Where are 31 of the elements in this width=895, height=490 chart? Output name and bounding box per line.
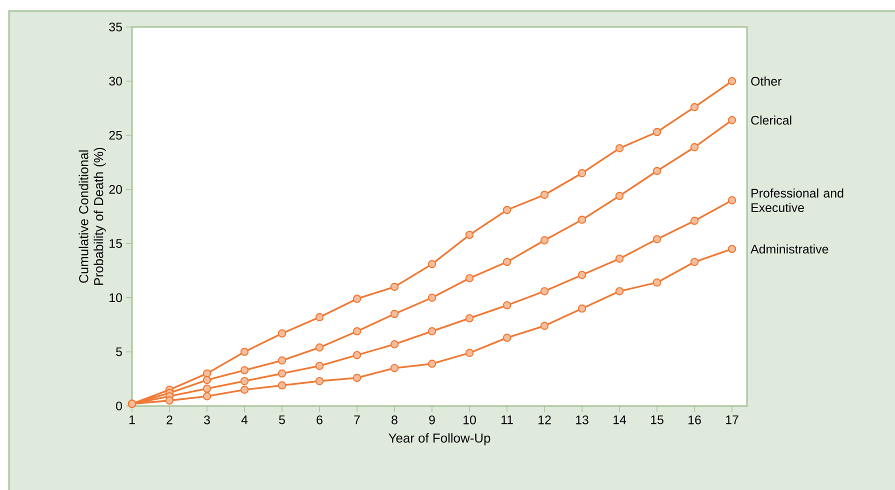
x-tick-label: 10 (464, 416, 476, 424)
x-tick-label: 11 (502, 416, 513, 424)
y-tick-label: 35 (109, 22, 122, 32)
x-tick-label: 8 (392, 416, 398, 424)
y-tick-label: 10 (110, 293, 122, 302)
series-label: Other (751, 76, 782, 86)
series-label: Professional and Executive (752, 188, 844, 212)
x-tick-label: 2 (166, 416, 172, 424)
x-tick-label: 13 (576, 416, 588, 424)
y-tick-label: 0 (116, 402, 122, 410)
x-tick-label: 3 (204, 416, 210, 424)
y-tick-label: 20 (109, 185, 122, 194)
x-tick-label: 7 (354, 416, 360, 424)
x-tick-label: 15 (651, 416, 664, 424)
series-label: Administrative (750, 244, 828, 254)
x-tick-label: 17 (726, 416, 738, 424)
y-tick-label: 15 (110, 239, 122, 248)
x-tick-label: 16 (688, 416, 701, 424)
x-tick-label: 5 (279, 416, 285, 424)
x-tick-label: 1 (130, 416, 135, 424)
y-tick-label: 30 (109, 76, 122, 86)
x-tick-label: 12 (538, 416, 551, 424)
x-tick-label: 6 (316, 416, 322, 424)
x-tick-label: 4 (241, 416, 248, 424)
series-label: Clerical (751, 116, 792, 125)
x-tick-label: 9 (429, 416, 435, 424)
x-axis-title: Year of Follow-Up (388, 433, 490, 446)
y-tick-label: 25 (109, 130, 122, 140)
y-axis-title: Cumulative Conditional Probability of Death (%) (78, 148, 106, 285)
y-tick-label: 5 (116, 348, 122, 356)
x-tick-label: 14 (614, 416, 626, 424)
